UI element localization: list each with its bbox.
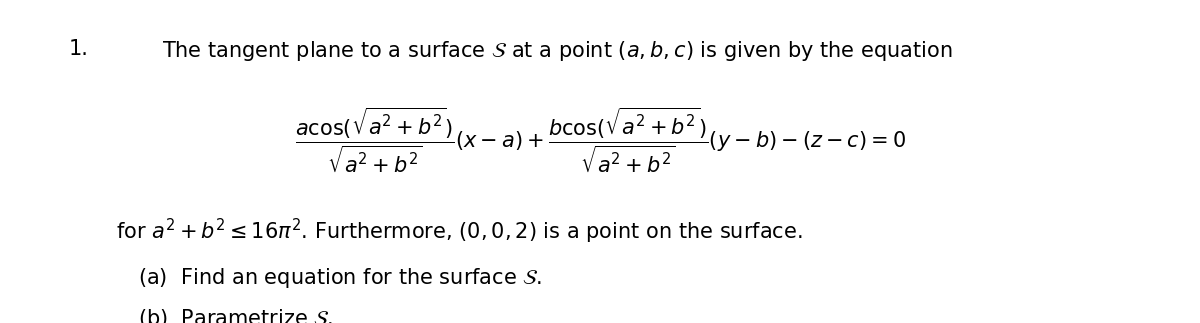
Text: (b)  Parametrize $\mathcal{S}$.: (b) Parametrize $\mathcal{S}$.: [138, 307, 334, 323]
Text: 1.: 1.: [68, 39, 89, 59]
Text: The tangent plane to a surface $\mathcal{S}$ at a point $(a, b, c)$ is given by : The tangent plane to a surface $\mathcal…: [162, 39, 953, 63]
Text: (a)  Find an equation for the surface $\mathcal{S}$.: (a) Find an equation for the surface $\m…: [138, 266, 542, 290]
Text: for $a^2+b^2\leq 16\pi^2$. Furthermore, $(0,0,2)$ is a point on the surface.: for $a^2+b^2\leq 16\pi^2$. Furthermore, …: [116, 216, 803, 245]
Text: $\dfrac{a\cos(\sqrt{a^2+b^2})}{\sqrt{a^2+b^2}}(x-a)+\dfrac{b\cos(\sqrt{a^2+b^2}): $\dfrac{a\cos(\sqrt{a^2+b^2})}{\sqrt{a^2…: [294, 106, 906, 175]
